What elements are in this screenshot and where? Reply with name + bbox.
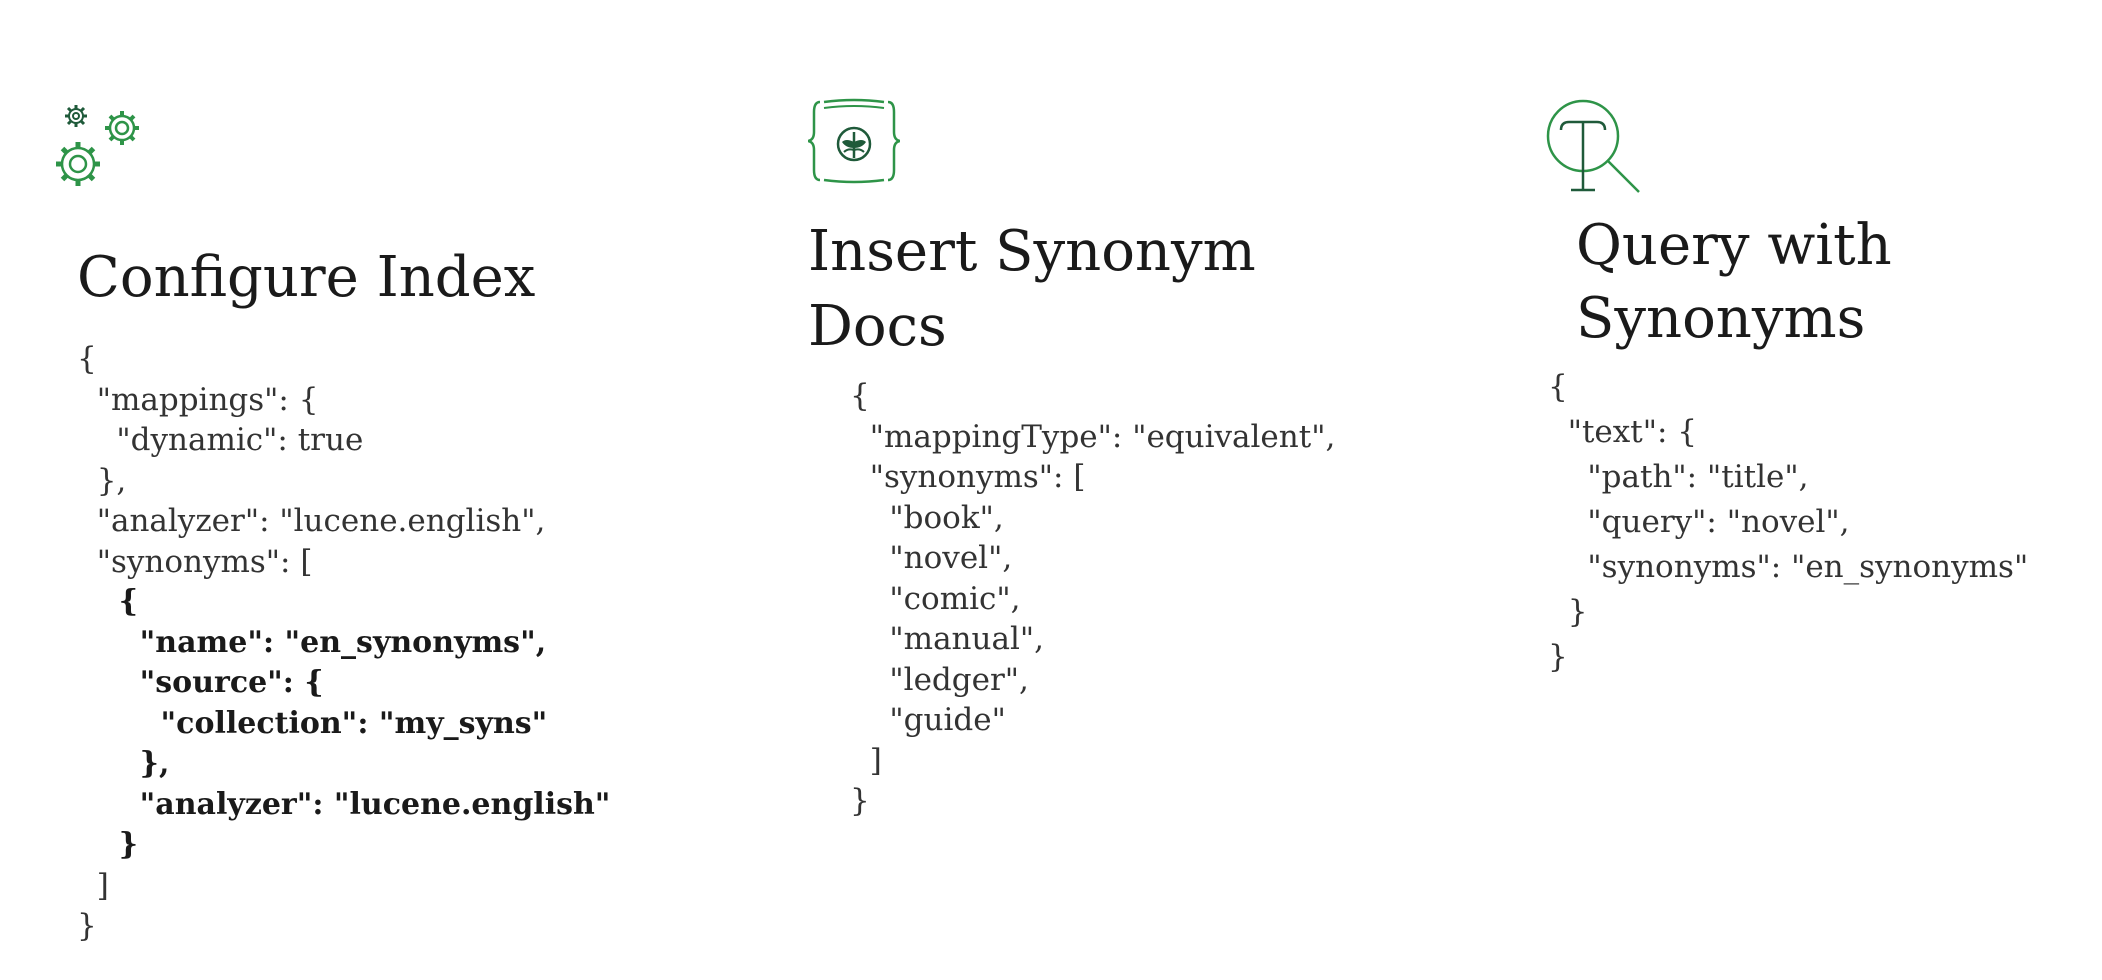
configure-index-title: Configure Index xyxy=(77,245,536,310)
code-line: "synonyms": [ xyxy=(850,459,1086,495)
code-line: "path": "title", xyxy=(1548,459,1809,495)
query-with-synonyms-code: { "text": { "path": "title", "query": "n… xyxy=(1548,365,2028,680)
code-line: "query": "novel", xyxy=(1548,504,1850,540)
code-line: { xyxy=(77,341,97,377)
code-line: "novel", xyxy=(850,540,1013,576)
code-line: "mappings": { xyxy=(77,381,319,418)
insert-synonym-docs-title-line2: Docs xyxy=(808,294,947,359)
code-line: { xyxy=(77,584,139,619)
code-line: { xyxy=(850,378,870,414)
code-line: "manual", xyxy=(850,621,1044,657)
code-line: "guide" xyxy=(850,702,1006,738)
query-with-synonyms-title-line2: Synonyms xyxy=(1576,286,1866,351)
gears-icon xyxy=(56,105,139,186)
code-line: "mappingType": "equivalent", xyxy=(850,418,1336,455)
insert-synonym-docs-code: { "mappingType": "equivalent", "synonyms… xyxy=(850,376,1335,822)
code-line: "comic", xyxy=(850,580,1021,617)
code-line: "text": { xyxy=(1548,414,1697,450)
code-line: "analyzer": "lucene.english", xyxy=(77,503,546,539)
insert-synonym-docs-title-line1: Insert Synonym xyxy=(808,219,1256,284)
code-line: }, xyxy=(77,462,127,499)
query-with-synonyms-title-line1: Query with xyxy=(1576,213,1892,278)
code-line: "synonyms": "en_synonyms" xyxy=(1548,549,2029,585)
code-line: } xyxy=(850,783,870,819)
code-line: } xyxy=(77,827,139,862)
configure-index-code: { "mappings": { "dynamic": true }, "anal… xyxy=(77,339,610,947)
text-search-icon xyxy=(1546,99,1640,193)
code-line: "analyzer": "lucene.english" xyxy=(77,786,611,822)
code-line: ] xyxy=(77,867,109,904)
code-line: { xyxy=(1548,369,1568,405)
code-line: "source": { xyxy=(77,665,324,700)
code-line: ] xyxy=(850,742,882,779)
code-line: "book", xyxy=(850,499,1004,536)
code-line: } xyxy=(1548,639,1568,675)
code-line: }, xyxy=(77,746,170,781)
code-line: } xyxy=(1548,594,1588,630)
code-line: } xyxy=(77,908,97,944)
code-line: "synonyms": [ xyxy=(77,543,313,580)
code-line: "collection": "my_syns" xyxy=(77,705,548,741)
code-line: "ledger", xyxy=(850,661,1029,698)
document-leaf-icon xyxy=(808,98,900,184)
code-line: "name": "en_synonyms", xyxy=(77,624,547,660)
code-line: "dynamic": true xyxy=(77,422,364,458)
